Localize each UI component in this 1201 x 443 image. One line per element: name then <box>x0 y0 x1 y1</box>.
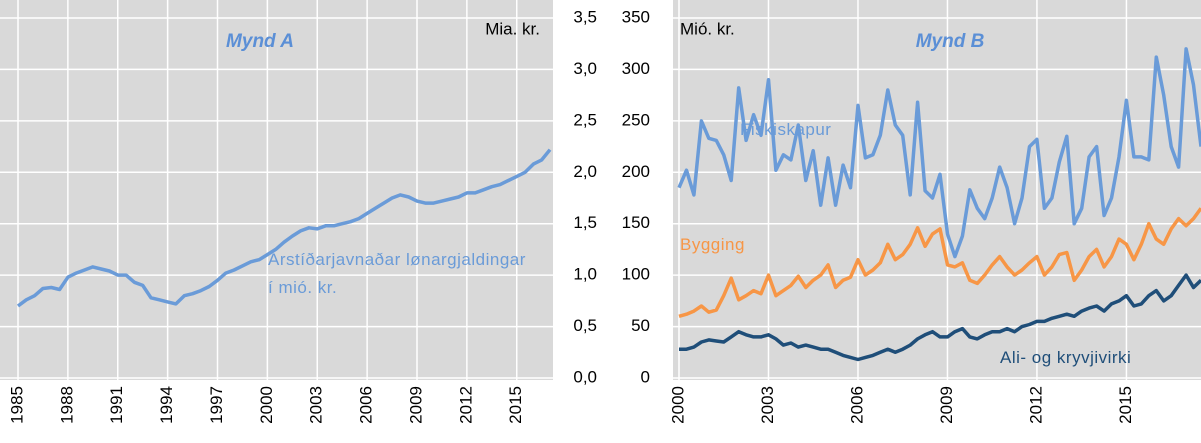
y-tick-label: 100 <box>622 265 650 284</box>
y-tick-label: 2,0 <box>573 162 597 181</box>
y-tick-label: 0 <box>641 367 650 386</box>
y-tick-label: 250 <box>622 110 650 129</box>
x-tick-label: 2003 <box>758 386 777 424</box>
series-label: Ali- og kryvjivirki <box>1000 348 1132 367</box>
y-tick-label: 1,5 <box>573 213 597 232</box>
plot-area <box>673 0 1201 380</box>
y-tick-label: 200 <box>622 162 650 181</box>
series-line <box>16 148 552 308</box>
y-tick-label: 350 <box>622 7 650 26</box>
x-tick-label: 1985 <box>7 386 26 424</box>
x-tick-label: 2006 <box>847 386 866 424</box>
series-label: Fiskiskapur <box>740 120 832 139</box>
chart-title: Mynd B <box>916 31 985 52</box>
y-tick-label: 50 <box>631 316 650 335</box>
series-line <box>678 207 1201 318</box>
x-tick-label: 2009 <box>406 386 425 424</box>
x-tick-label: 2012 <box>456 386 475 424</box>
unit-label: Mió. kr. <box>680 19 735 38</box>
x-tick-label: 2000 <box>257 386 276 424</box>
y-tick-label: 3,0 <box>573 59 597 78</box>
series-label: Árstíðarjavnaðar lønargjaldingar í mió. … <box>268 250 526 297</box>
x-tick-label: 2015 <box>506 386 525 424</box>
y-tick-label: 150 <box>622 213 650 232</box>
x-tick-label: 2006 <box>357 386 376 424</box>
y-tick-label: 300 <box>622 59 650 78</box>
series-line <box>679 273 1201 362</box>
y-tick-label: 0,5 <box>573 316 597 335</box>
y-tick-label: 1,0 <box>573 265 597 284</box>
x-tick-label: 1991 <box>107 386 126 424</box>
y-tick-label: 0,0 <box>573 367 597 386</box>
y-tick-label: 2,5 <box>573 110 597 129</box>
series-line <box>677 47 1201 259</box>
x-tick-label: 2000 <box>668 386 687 424</box>
x-tick-label: 1988 <box>57 386 76 424</box>
x-tick-label: 2012 <box>1026 386 1045 424</box>
x-tick-label: 1994 <box>157 386 176 424</box>
x-tick-label: 2003 <box>307 386 326 424</box>
unit-label: Mia. kr. <box>485 19 540 38</box>
x-tick-label: 2015 <box>1116 386 1135 424</box>
plot-area <box>0 0 553 380</box>
chart-title: Mynd A <box>226 31 294 52</box>
x-tick-label: 1997 <box>207 386 226 424</box>
series-label: Bygging <box>680 235 745 254</box>
y-tick-label: 3,5 <box>573 7 597 26</box>
x-tick-label: 2009 <box>937 386 956 424</box>
